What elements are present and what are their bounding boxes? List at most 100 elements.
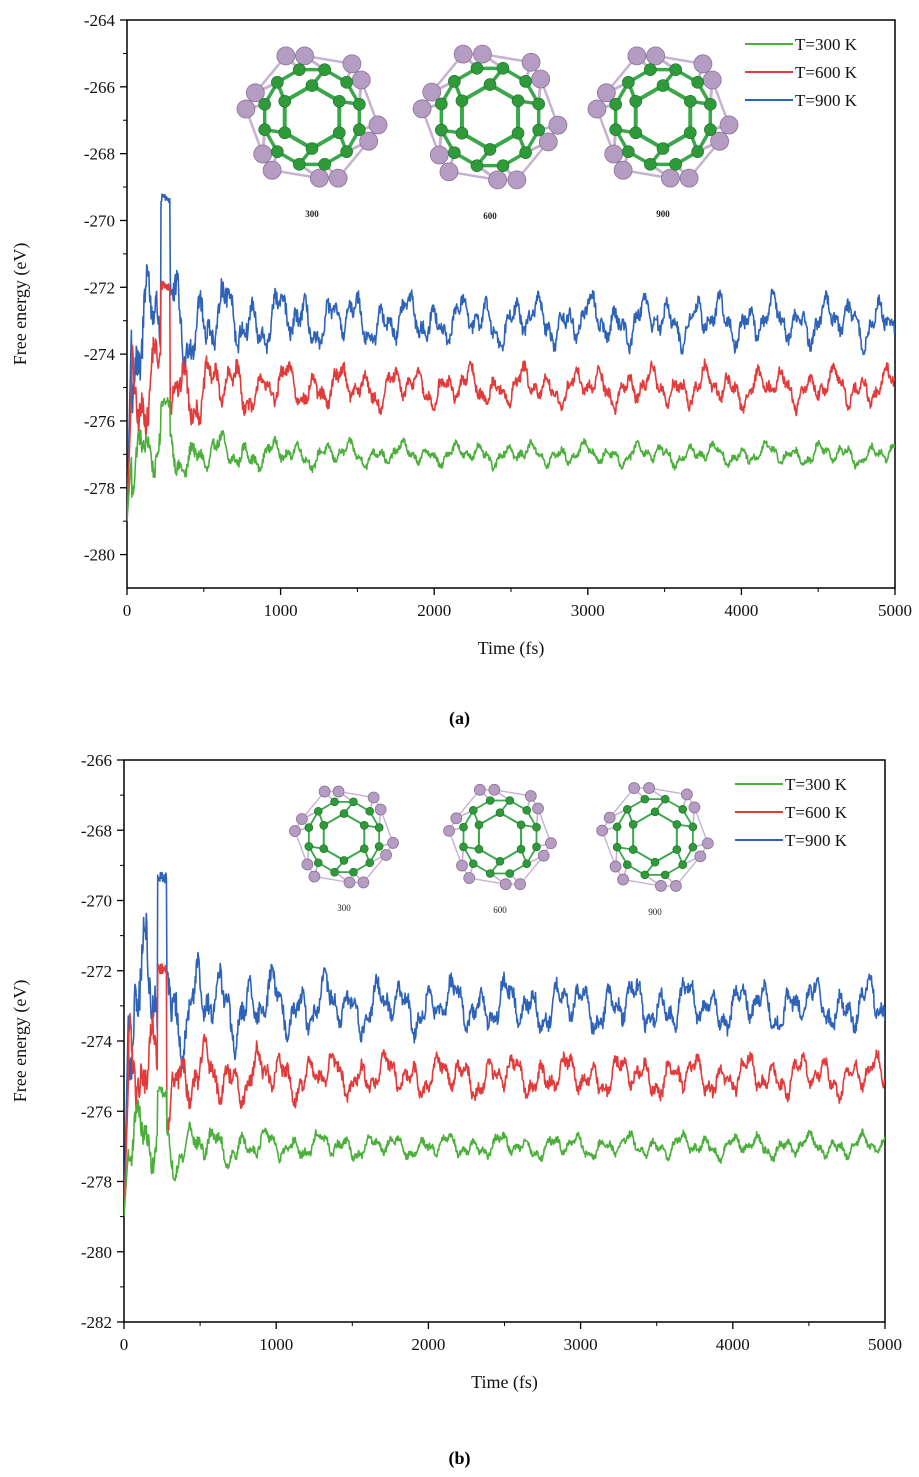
atom-green: [340, 145, 353, 158]
structure-label: 300: [305, 209, 319, 219]
atom-purple: [488, 170, 507, 190]
atom-green: [258, 123, 271, 136]
atom-green: [330, 867, 339, 877]
atom-green: [349, 797, 358, 807]
atom-green: [495, 857, 505, 866]
atom-purple: [679, 168, 699, 188]
atom-purple: [617, 873, 629, 886]
x-axis-title: Time (fs): [478, 638, 545, 659]
atom-purple: [681, 788, 693, 801]
atom-purple: [374, 803, 387, 816]
atom-green: [622, 804, 632, 814]
atom-purple: [245, 83, 265, 103]
atom-green: [519, 146, 532, 159]
y-tick-label: -270: [81, 892, 112, 911]
atom-green: [495, 808, 505, 817]
atom-green: [678, 804, 688, 814]
atom-green: [483, 78, 497, 91]
series-line-900k: [127, 193, 895, 522]
atom-green: [455, 126, 469, 140]
atom-green: [516, 844, 526, 854]
panel-caption-a: (a): [449, 708, 470, 728]
atom-purple: [422, 82, 442, 102]
atom-green: [496, 159, 510, 172]
y-tick-label: -268: [84, 145, 115, 164]
atom-purple: [531, 69, 551, 89]
atom-green: [691, 76, 704, 89]
legend-entry: T=300 K: [795, 35, 858, 54]
atom-green: [640, 794, 650, 804]
bond: [379, 809, 394, 844]
atom-purple: [507, 170, 527, 190]
atom-green: [628, 820, 638, 829]
atom-green: [349, 867, 358, 877]
atom-green: [304, 823, 314, 832]
x-tick-label: 2000: [417, 601, 451, 620]
atom-green: [644, 158, 657, 171]
atom-green: [353, 123, 366, 136]
atom-purple: [309, 168, 329, 188]
atom-purple: [660, 168, 680, 188]
atom-green: [313, 806, 323, 816]
atom-green: [622, 145, 635, 158]
atom-green: [332, 126, 346, 140]
atom-green: [319, 821, 329, 830]
chart-a-svg: 0 1000 2000 3000 4000 5000 -280 -278 -276 -274 -27…: [10, 11, 912, 659]
atom-green: [468, 859, 478, 869]
atom-green: [365, 858, 375, 868]
atom-green: [271, 76, 284, 89]
atom-purple: [473, 44, 492, 64]
atom-green: [683, 94, 697, 108]
atom-green: [644, 63, 657, 76]
legend-entry: T=300 K: [785, 775, 848, 794]
atom-purple: [524, 790, 537, 802]
plot-frame: [123, 759, 886, 1323]
structure-600: 600: [443, 783, 557, 915]
atom-green: [505, 796, 515, 805]
atom-purple: [693, 54, 713, 74]
atom-green: [258, 98, 271, 111]
structure-600: 600: [412, 44, 568, 221]
atom-green: [609, 123, 622, 136]
atom-purple: [318, 785, 331, 798]
x-axis-title: Time (fs): [471, 1372, 538, 1393]
legend-entry: T=600 K: [785, 803, 848, 822]
y-tick-label: -274: [84, 345, 116, 364]
bond: [648, 787, 688, 796]
atom-green: [365, 806, 375, 816]
bond: [693, 807, 709, 844]
atom-green: [660, 794, 670, 804]
atom-purple: [473, 783, 486, 796]
atom-green: [459, 822, 468, 832]
x-tick-label: 1000: [259, 1335, 293, 1354]
atom-green: [656, 79, 670, 92]
y-tick-label: -266: [81, 751, 112, 770]
atom-green: [683, 126, 697, 140]
atom-purple: [276, 46, 296, 66]
atom-green: [656, 142, 670, 155]
atom-purple: [463, 872, 476, 884]
atom-purple: [253, 144, 273, 164]
x-tick-label: 3000: [564, 1335, 598, 1354]
atom-green: [305, 142, 319, 155]
atom-purple: [332, 785, 345, 798]
series-line-600k: [124, 963, 885, 1217]
atom-green: [622, 860, 632, 870]
atom-purple: [289, 825, 301, 837]
chart-b-svg: 0 1000 2000 3000 4000 5000 -282 -280 -278 -276 -27…: [10, 751, 902, 1393]
structure-label: 300: [337, 903, 351, 913]
atom-purple: [368, 115, 388, 135]
chart-panel-b: 0 1000 2000 3000 4000 5000 -282 -280 -278 -276 -27…: [0, 740, 919, 1440]
atom-green: [522, 859, 532, 869]
atom-green: [474, 844, 484, 854]
y-tick-label: -270: [84, 211, 115, 230]
atom-green: [435, 97, 448, 111]
atom-green: [340, 76, 353, 89]
atom-green: [278, 126, 292, 140]
atom-purple: [295, 46, 315, 66]
bond: [294, 830, 309, 865]
bond: [301, 791, 326, 820]
bond: [338, 790, 374, 799]
atom-purple: [548, 115, 568, 135]
atom-green: [374, 842, 384, 851]
